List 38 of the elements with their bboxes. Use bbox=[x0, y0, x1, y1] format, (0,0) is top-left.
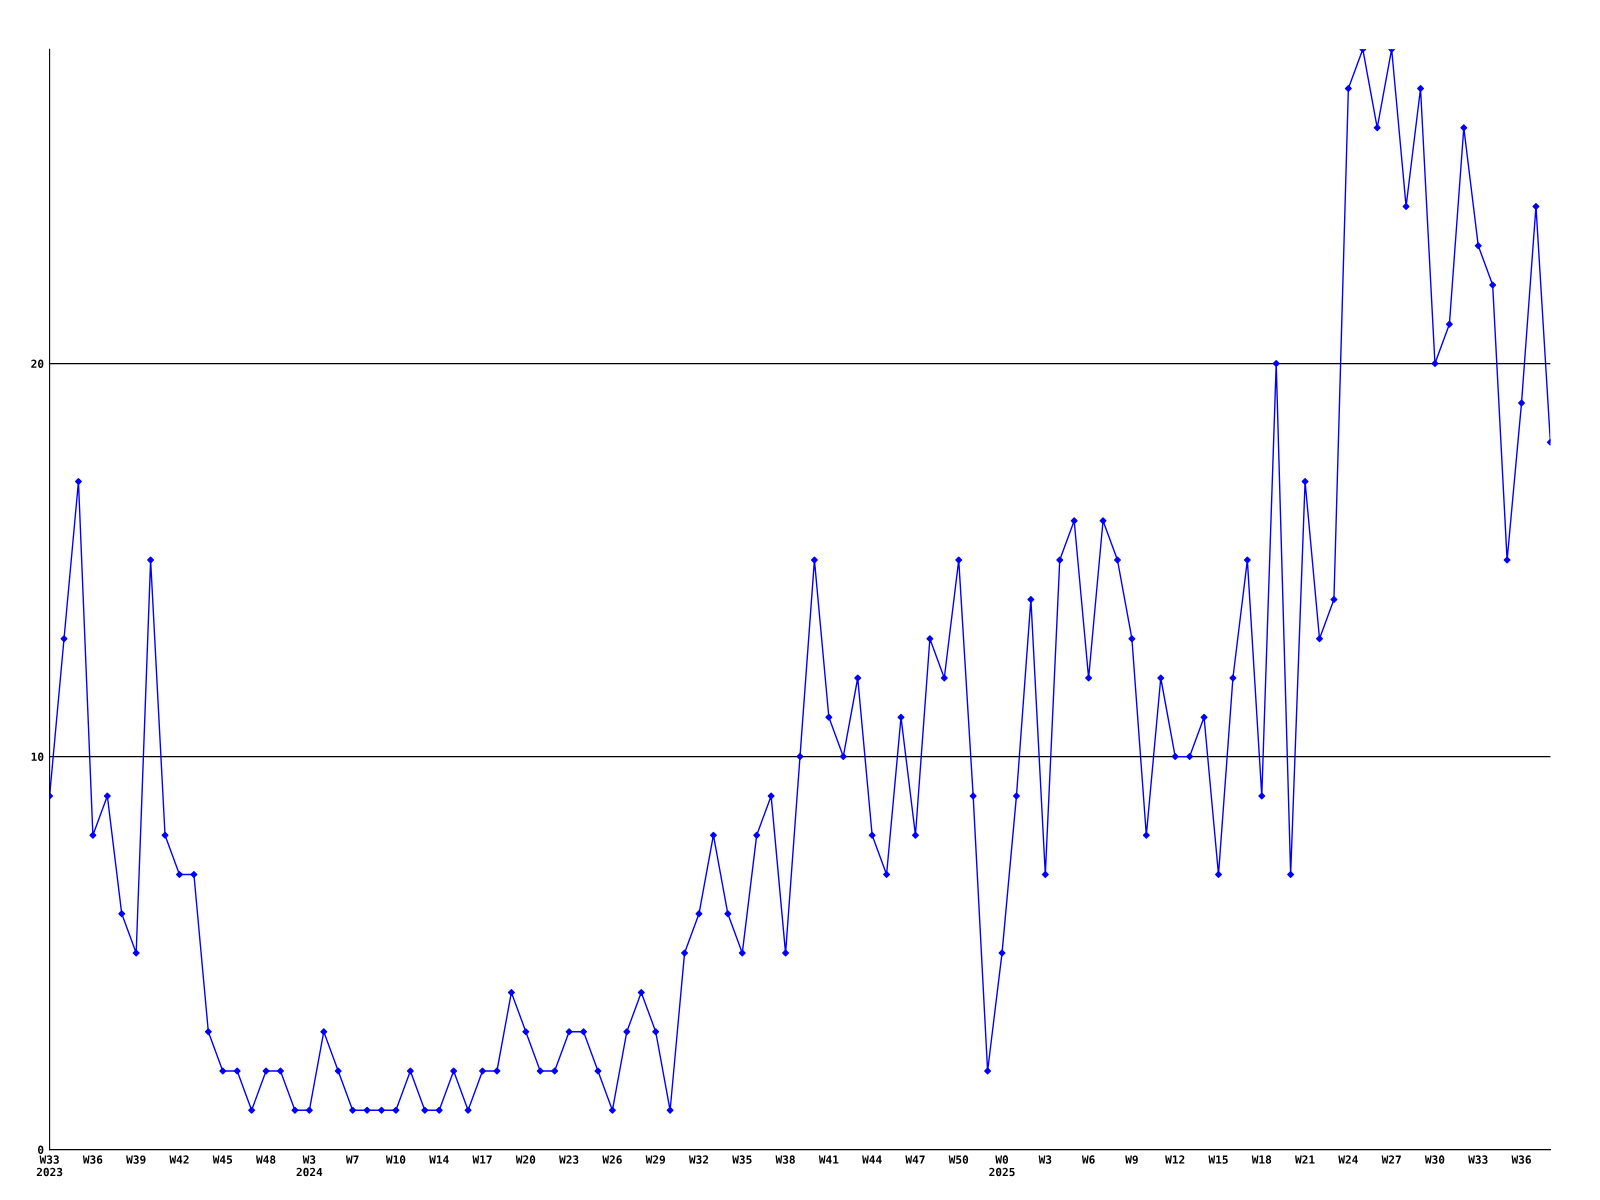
x-tick-label: W15 bbox=[1208, 1155, 1228, 1164]
x-tick-label: W18 bbox=[1251, 1155, 1272, 1164]
x-tick-label: W35 bbox=[732, 1155, 752, 1164]
x-tick-label: W26 bbox=[602, 1155, 622, 1164]
x-tick-label: W45 bbox=[212, 1155, 233, 1164]
x-tick-label: W14 bbox=[429, 1155, 449, 1164]
x-tick-label: W42 bbox=[169, 1155, 189, 1164]
y-tick-label: 20 bbox=[31, 359, 44, 368]
y-tick-label: 0 bbox=[38, 1145, 44, 1154]
x-tick-label: W24 bbox=[1338, 1155, 1358, 1164]
x-tick-label: W41 bbox=[818, 1155, 839, 1164]
x-tick-label: W33 2023 bbox=[36, 1155, 63, 1177]
x-tick-label: W29 bbox=[645, 1155, 666, 1164]
x-tick-label: W47 bbox=[905, 1155, 925, 1164]
x-tick-label: W17 bbox=[472, 1155, 492, 1164]
x-tick-label: W33 bbox=[1468, 1155, 1488, 1164]
x-tick-label: W36 bbox=[82, 1155, 103, 1164]
x-tick-label: W38 bbox=[775, 1155, 795, 1164]
x-tick-label: W44 bbox=[862, 1155, 882, 1164]
x-tick-label: W39 bbox=[126, 1155, 146, 1164]
x-tick-label: W3 2024 bbox=[296, 1155, 323, 1177]
x-tick-label: W23 bbox=[559, 1155, 579, 1164]
x-tick-label: W6 bbox=[1081, 1155, 1095, 1164]
x-tick-label: W20 bbox=[515, 1155, 536, 1164]
x-tick-label: W9 bbox=[1125, 1155, 1138, 1164]
x-tick-label: W3 bbox=[1038, 1155, 1052, 1164]
x-tick-label: W36 bbox=[1511, 1155, 1531, 1164]
x-tick-label: W50 bbox=[948, 1155, 969, 1164]
x-tick-label: W0 2025 bbox=[989, 1155, 1015, 1177]
x-tick-label: W21 bbox=[1295, 1155, 1315, 1164]
x-tick-label: W30 bbox=[1424, 1155, 1445, 1164]
x-tick-label: W10 bbox=[385, 1155, 406, 1164]
x-tick-label: W48 bbox=[256, 1155, 276, 1164]
x-tick-label: W7 bbox=[345, 1155, 359, 1164]
x-tick-label: W27 bbox=[1381, 1155, 1401, 1164]
x-tick-label: W12 bbox=[1165, 1155, 1185, 1164]
x-tick-label: W32 bbox=[688, 1155, 709, 1164]
y-tick-label: 10 bbox=[31, 752, 44, 761]
